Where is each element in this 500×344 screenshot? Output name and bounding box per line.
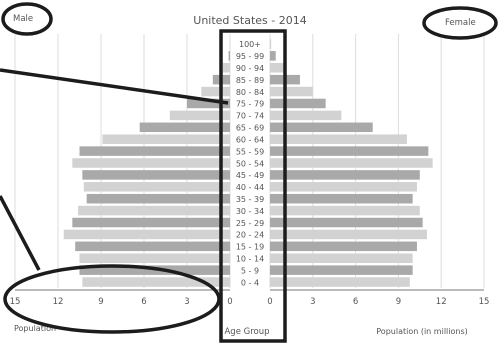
- male-bar: [75, 241, 230, 252]
- age-group-label: 80 - 84: [236, 88, 264, 97]
- male-bar: [79, 253, 230, 263]
- age-group-label: 70 - 74: [236, 112, 264, 121]
- population-annotation-ellipse: [3, 264, 221, 334]
- chart-title: United States - 2014: [193, 14, 306, 27]
- left-x-axis-label: Population: [14, 324, 56, 333]
- male-bar: [222, 63, 230, 73]
- age-group-label: 35 - 39: [236, 195, 264, 204]
- age-group-label: 65 - 69: [236, 124, 264, 133]
- right-x-ticks: 0 3 6 9 12 15: [267, 297, 489, 307]
- male-bar: [229, 39, 231, 49]
- age-group-labels: 100+ 95 - 99 90 - 94 85 - 89 80 - 84 75 - 79 7…: [236, 40, 264, 287]
- female-bar: [270, 217, 423, 228]
- male-bar: [201, 86, 230, 97]
- female-bar: [270, 241, 417, 252]
- age-group-label: 0 - 4: [241, 278, 259, 287]
- male-bar: [102, 134, 230, 144]
- age-group-label: 25 - 29: [236, 219, 264, 228]
- age-group-annotation-box: [219, 29, 287, 343]
- age-group-label: 20 - 24: [236, 231, 264, 240]
- female-bar: [270, 98, 326, 109]
- left-x-ticks: 15 12 9 6 3 0: [10, 297, 233, 307]
- male-bar: [187, 98, 230, 109]
- female-bar: [270, 265, 413, 275]
- female-bar: [270, 134, 407, 144]
- male-annotation-circle: [1, 2, 53, 36]
- male-bars: [63, 39, 231, 287]
- age-group-label: 45 - 49: [236, 171, 264, 180]
- age-group-label: 30 - 34: [236, 207, 264, 216]
- female-bar: [270, 110, 342, 121]
- annotation-pointer-upper: [0, 68, 229, 105]
- left-tick-label: 9: [98, 297, 103, 307]
- female-annotation-circle: [422, 6, 498, 40]
- right-tick-label: 12: [436, 297, 447, 307]
- age-group-label: 50 - 54: [236, 159, 264, 168]
- female-bar: [270, 51, 276, 61]
- right-tick-label: 9: [396, 297, 401, 307]
- age-group-label: 40 - 44: [236, 183, 264, 192]
- male-bar: [72, 217, 230, 228]
- female-bars: [270, 39, 433, 287]
- male-bar: [79, 146, 230, 156]
- annotation-pointer-lower: [0, 195, 41, 271]
- male-bar: [169, 110, 230, 121]
- age-group-label: 90 - 94: [236, 64, 264, 73]
- male-bar: [82, 170, 230, 180]
- age-group-label: 10 - 14: [236, 255, 264, 264]
- left-tick-label: 12: [53, 297, 64, 307]
- female-bar: [270, 146, 429, 156]
- female-bar: [270, 170, 420, 180]
- right-x-axis-label: Population (in millions): [376, 327, 467, 336]
- female-bar: [270, 229, 427, 240]
- male-legend-label: Male: [13, 14, 33, 24]
- male-bar: [82, 277, 230, 287]
- male-bar: [228, 51, 230, 61]
- female-legend-label: Female: [445, 18, 476, 28]
- female-bar: [270, 158, 433, 168]
- female-bar: [270, 193, 413, 204]
- male-bar: [139, 122, 230, 133]
- age-group-label: 100+: [239, 40, 261, 49]
- age-group-label: 95 - 99: [236, 52, 264, 61]
- female-bar: [270, 86, 313, 97]
- female-bar: [270, 277, 410, 287]
- female-bar: [270, 205, 420, 216]
- female-bar: [270, 182, 417, 192]
- age-group-label: 60 - 64: [236, 135, 264, 144]
- right-tick-label: 0: [267, 297, 272, 307]
- male-bar: [86, 193, 231, 204]
- age-group-label: 5 - 9: [241, 266, 259, 275]
- male-bar: [83, 182, 230, 192]
- center-axis-label: Age Group: [224, 327, 269, 337]
- male-bar: [78, 205, 230, 216]
- right-tick-label: 15: [479, 297, 490, 307]
- female-bar: [270, 253, 413, 263]
- age-group-label: 85 - 89: [236, 76, 264, 85]
- left-tick-label: 3: [184, 297, 189, 307]
- male-bar: [72, 158, 230, 168]
- female-bar: [270, 63, 286, 73]
- left-tick-label: 6: [141, 297, 146, 307]
- age-group-label: 55 - 59: [236, 147, 264, 156]
- female-bar: [270, 39, 272, 49]
- age-group-label: 75 - 79: [236, 100, 264, 109]
- right-tick-label: 6: [353, 297, 358, 307]
- female-bar: [270, 122, 373, 133]
- male-bar: [63, 229, 230, 240]
- right-tick-label: 3: [310, 297, 315, 307]
- left-tick-label: 15: [10, 297, 21, 307]
- age-group-label: 15 - 19: [236, 243, 264, 252]
- left-tick-label: 0: [227, 297, 232, 307]
